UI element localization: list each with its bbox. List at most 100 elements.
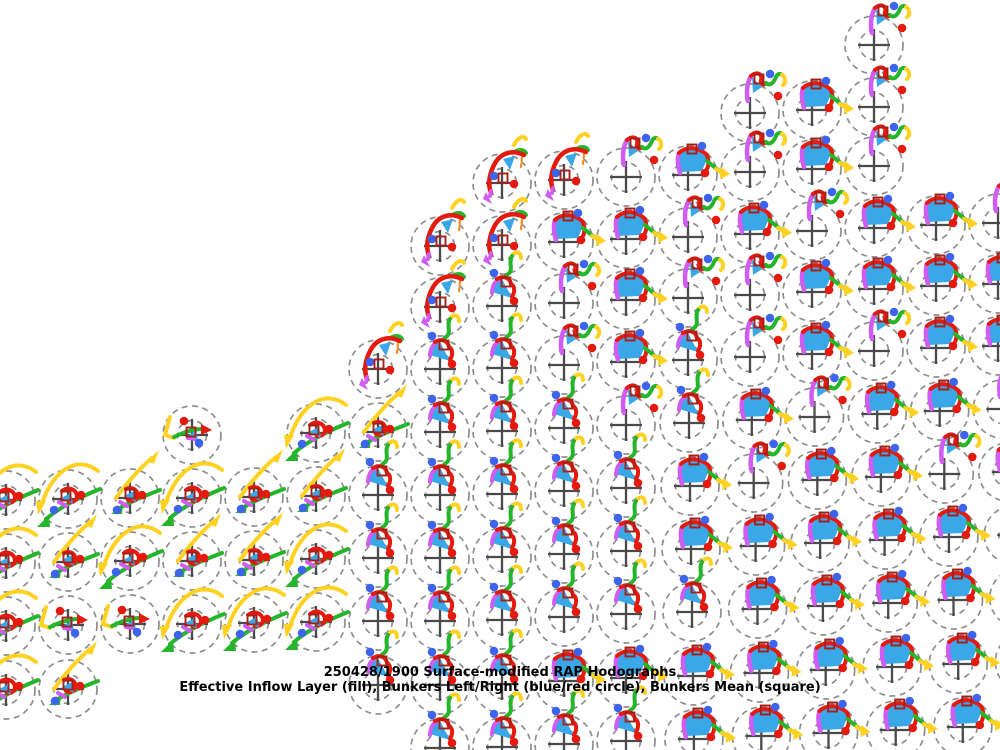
caption-line2: Effective Inflow Layer (fill), Bunkers L… [179,679,821,695]
hodograph-rings [472,276,532,336]
hodograph-trace [0,589,40,637]
hodograph-trace [745,575,800,613]
hodograph-trace [681,705,736,743]
hodograph-trace [551,498,585,554]
hodograph-rings [534,335,594,395]
hodograph-trace [995,446,1000,473]
hodograph-trace [744,69,788,104]
hodograph-trace [985,314,1000,347]
hodograph-trace [620,381,664,416]
hodograph-trace [427,692,461,748]
hodograph-trace [923,191,978,229]
hodograph-trace [680,642,735,680]
hodograph-trace [809,373,852,408]
hodograph-rings [410,528,470,588]
hodograph-trace [365,439,399,495]
hodograph-trace [868,122,912,157]
hodograph-trace [489,375,523,431]
hodograph-trace [111,450,162,515]
hodograph-trace [799,135,854,173]
hodograph-trace [677,452,732,490]
hodograph-trace [427,439,461,495]
hodograph-rings [534,524,594,584]
hodograph-trace [675,304,709,360]
hodograph-rings [844,321,904,381]
hodograph-trace [545,132,590,201]
hodograph-trace [558,321,602,356]
hodograph-rings [983,508,1000,562]
hodograph-trace [678,515,733,553]
hodograph-trace [799,76,854,114]
hodograph-trace [744,251,788,286]
hodograph-trace [359,321,404,390]
hodograph-trace [872,506,927,544]
hodograph-trace [365,629,399,685]
hodograph-trace [676,367,710,423]
hodograph-trace [883,696,938,734]
hodograph-trace [613,328,668,366]
hodograph-trace [806,187,850,222]
hodograph-trace [813,636,868,674]
hodograph-trace [0,653,40,701]
hodograph-rings [596,584,656,644]
hodograph-trace [427,565,461,621]
hodograph-rings [972,379,1000,439]
hodograph-trace [810,572,865,610]
hodograph-trace [489,501,523,557]
hodograph-rings [914,444,975,504]
hodograph-trace [675,141,730,179]
hodograph-trace [160,587,226,652]
hodograph-trace [861,194,916,232]
hodograph-trace [679,556,713,612]
hodograph-trace [489,250,523,306]
hodograph-trace [49,514,100,579]
hodograph-trace [864,380,920,418]
hodograph-rings [658,330,718,390]
hodograph-trace [613,644,668,682]
hodograph-trace [36,462,102,527]
hodograph-trace [613,205,668,243]
hodograph-trace [868,307,912,342]
hodograph-trace [284,396,350,461]
hodograph-trace [613,558,647,614]
hodograph-trace [744,128,788,163]
hodograph-trace [939,430,982,465]
hodograph-trace [927,377,982,415]
hodograph-trace [682,193,726,228]
hodograph-trace [875,569,931,607]
hodograph-trace [950,693,1000,731]
caption-line1: 250428/1900 Surface-modified RAP Hodogra… [323,665,677,680]
hodograph-trace [421,198,466,267]
hodograph-trace [868,1,912,36]
hodograph-trace [923,252,978,290]
hodograph-trace [235,512,286,577]
hodograph-trace [682,254,726,289]
hodograph-trace [613,432,647,488]
hodograph-trace [427,376,461,432]
hodograph-trace [551,647,606,685]
hodograph-rings [720,327,780,387]
hodograph-trace [551,688,585,744]
hodograph-rings [596,147,656,207]
hodograph-trace [879,633,934,671]
hodograph-trace [427,629,461,685]
hodograph-trace [489,564,523,620]
hodograph-trace [551,435,585,491]
hodograph-rings [723,453,784,513]
hodograph-rings [844,136,904,196]
hodograph-trace [992,182,1000,214]
hodograph-trace [551,208,606,246]
hodograph-rings [659,393,719,453]
hodograph-trace [739,386,794,424]
hodograph-trace [427,502,461,558]
hodograph-trace [489,628,523,684]
hodograph-trace [551,372,585,428]
hodograph-trace [941,566,996,604]
hodograph-trace [816,699,871,737]
hodograph-trace [100,604,150,637]
hodograph-rings [720,142,780,202]
hodograph-trace [936,503,991,541]
